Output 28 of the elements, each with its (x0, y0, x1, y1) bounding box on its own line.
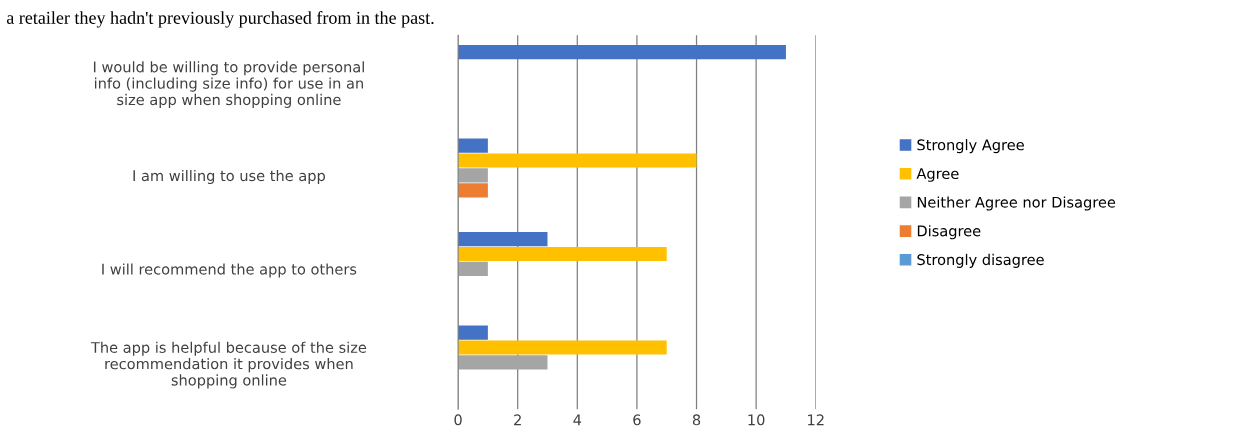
bar (458, 183, 488, 198)
bar (458, 168, 488, 183)
bar (458, 44, 786, 60)
bar (458, 246, 667, 262)
bar (458, 355, 548, 370)
legend-label: Agree (916, 168, 959, 182)
x-tick-label: 8 (692, 414, 701, 426)
bar (458, 261, 488, 277)
bar (458, 231, 548, 247)
x-tick-label: 12 (808, 414, 824, 426)
x-tick-label: 2 (514, 414, 521, 426)
legend-label: Disagree (917, 225, 981, 240)
bar (458, 325, 488, 340)
x-tick-label: 6 (633, 414, 641, 426)
x-tick-label: 10 (748, 414, 765, 426)
bar (458, 340, 667, 355)
legend-label: Strongly disagree (917, 253, 1044, 268)
bar (458, 138, 488, 153)
y-tick-label: I am willing to use the app (133, 169, 325, 185)
x-tick-label: 4 (573, 414, 582, 426)
text: a retailer they hadn't previously purchased from in the past. (6, 11, 434, 28)
bar (458, 153, 697, 168)
legend-label: Strongly Agree (917, 139, 1024, 154)
legend-label: Neither Agree nor Disagree (917, 196, 1116, 211)
y-tick-label: I will recommend the app to others (102, 263, 357, 278)
x-tick-label: 0 (454, 414, 462, 426)
y-tick-label: I would be willing to provide personal info (including size info) for use in an size app when shopping online (93, 61, 364, 108)
y-tick-label: The app is helpful because of the size recommendation it provides when shopping online (90, 341, 367, 389)
